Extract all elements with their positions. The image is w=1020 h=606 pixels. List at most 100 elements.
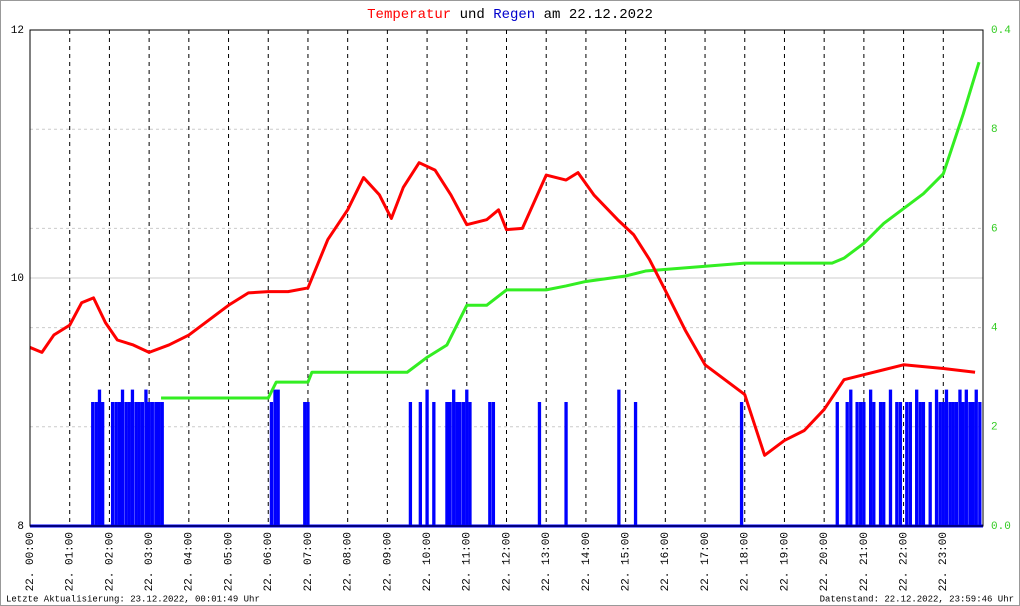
x-tick-label: 22. 16:00 (660, 532, 672, 591)
footer-right: Datenstand: 22.12.2022, 23:59:46 Uhr (820, 594, 1014, 604)
rain-bar (564, 402, 568, 526)
x-tick-label: 22. 19:00 (779, 532, 791, 591)
rain-bar (739, 402, 744, 526)
x-tick-label: 22. 05:00 (223, 532, 235, 591)
rain-bar (905, 402, 909, 526)
x-tick-label: 22. 06:00 (263, 532, 275, 591)
rain-bar (978, 402, 982, 526)
rain-bar (898, 402, 903, 526)
rain-bar (835, 402, 839, 526)
title-part: am 22.12.2022 (544, 7, 653, 23)
rain-bar (934, 389, 939, 526)
rain-bar (928, 402, 932, 526)
x-tick-label: 22. 08:00 (343, 532, 355, 591)
rain-bar (273, 389, 277, 526)
x-tick-label: 22. 11:00 (462, 532, 474, 591)
y-tick-label: 12 (11, 25, 24, 37)
rain-bar (432, 402, 436, 526)
rain-bar (491, 402, 496, 526)
rain-bar (137, 402, 141, 526)
x-tick-label: 22. 22:00 (898, 532, 910, 591)
rain-bar (306, 402, 310, 526)
rain-bar (951, 402, 955, 526)
rain-bar (971, 402, 975, 526)
rain-bar (97, 389, 102, 526)
rain-bar (408, 402, 413, 526)
rain-bar (157, 402, 161, 526)
y2-tick-label: 6 (991, 223, 998, 235)
rain-bar (91, 402, 95, 526)
x-tick-label: 22. 20:00 (819, 532, 831, 591)
rain-bar (944, 389, 949, 526)
rain-bar (160, 402, 164, 526)
rain-bar (425, 389, 429, 526)
rain-bar (150, 402, 154, 526)
rain-bar (859, 402, 863, 526)
rain-bar (120, 389, 125, 526)
rain-bar (140, 402, 145, 526)
x-tick-label: 22. 23:00 (938, 532, 950, 591)
rain-bar (130, 389, 135, 526)
rain-bar (868, 389, 873, 526)
x-tick-label: 22. 18:00 (740, 532, 752, 591)
rain-bar (941, 402, 945, 526)
x-tick-label: 22. 04:00 (184, 532, 196, 591)
y2-tick-label: 8 (991, 124, 998, 136)
chart-title: Temperatur und Regen am 22.12.2022 (367, 7, 653, 23)
title-part: und (460, 7, 485, 23)
rain-bar (465, 389, 469, 526)
rain-bar (488, 402, 492, 526)
rain-bar (303, 402, 307, 526)
x-tick-label: 22. 15:00 (621, 532, 633, 591)
rain-bar (964, 389, 968, 526)
x-tick-label: 22. 13:00 (541, 532, 553, 591)
x-tick-label: 22. 02:00 (104, 532, 116, 591)
rain-bar (154, 402, 158, 526)
rain-bar (537, 402, 542, 526)
rain-bar (895, 402, 899, 526)
rain-bar (418, 402, 422, 526)
x-tick-label: 22. 17:00 (700, 532, 712, 591)
y2-tick-label: 2 (991, 422, 998, 434)
rain-bar (101, 402, 105, 526)
rain-bar (908, 402, 912, 526)
rain-bar (461, 402, 466, 526)
rain-bar (276, 389, 280, 526)
rain-bar (855, 402, 859, 526)
x-tick-label: 22. 12:00 (501, 532, 513, 591)
y-tick-label: 10 (11, 273, 24, 285)
rain-bar (455, 402, 459, 526)
rain-bar (144, 389, 148, 526)
x-tick-label: 22. 09:00 (382, 532, 394, 591)
rain-bar (633, 402, 638, 526)
rain-bar (872, 402, 876, 526)
rain-bar (954, 402, 959, 526)
rain-bar (110, 402, 115, 526)
rain-bar (888, 389, 893, 526)
data-line (161, 61, 981, 400)
y2-tick-label: 4 (991, 323, 998, 335)
rain-bar (468, 402, 472, 526)
rain-bar (968, 402, 972, 526)
data-line (29, 161, 976, 457)
rain-bar (974, 389, 978, 526)
x-tick-label: 22. 10:00 (422, 532, 434, 591)
rain-bar (918, 402, 922, 526)
y2-tick-label: 0.4 (991, 25, 1011, 37)
rain-bar (921, 402, 926, 526)
rain-bar (617, 389, 621, 526)
x-tick-label: 22. 01:00 (65, 532, 77, 591)
y2-tick-label: 0.0 (991, 521, 1011, 533)
x-tick-label: 22. 03:00 (144, 532, 156, 591)
rain-bar (878, 402, 883, 526)
footer-left: Letzte Aktualisierung: 23.12.2022, 00:01… (6, 594, 260, 604)
rain-bar (117, 402, 121, 526)
rain-bar (948, 402, 952, 526)
rain-bar (452, 389, 456, 526)
plot-frame (29, 29, 984, 527)
rain-bar (882, 402, 886, 526)
rain-bar (915, 389, 919, 526)
rain-bar (938, 402, 942, 526)
title-part: Temperatur (367, 7, 451, 23)
